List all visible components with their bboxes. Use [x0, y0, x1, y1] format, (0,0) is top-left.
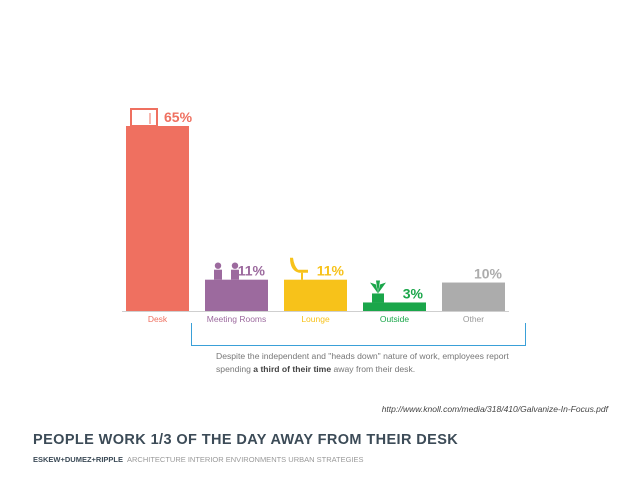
door-icon — [130, 108, 158, 127]
annotation-text-bold: a third of their time — [253, 363, 332, 374]
category-label: Lounge — [301, 314, 330, 324]
value-label: 3% — [403, 285, 424, 301]
category-label: Desk — [148, 314, 168, 324]
plant-icon — [370, 280, 386, 303]
bar-other — [442, 282, 505, 311]
annotation-text-before: Despite the independent and "heads down"… — [216, 351, 509, 374]
bar-meeting-rooms — [205, 279, 268, 311]
category-label: Outside — [380, 314, 410, 324]
bar-desk — [126, 126, 189, 311]
footer-brand: ESKEW+DUMEZ+RIPPLE — [33, 455, 124, 464]
category-label: Other — [463, 314, 484, 324]
value-label: 11% — [317, 263, 345, 279]
value-label: 10% — [474, 266, 503, 282]
annotation-text-after: away from their desk. — [331, 363, 416, 374]
footer: ESKEW+DUMEZ+RIPPLE ARCHITECTURE INTERIOR … — [33, 455, 364, 464]
source-link[interactable]: http://www.knoll.com/media/318/410/Galva… — [381, 404, 608, 414]
bar-chart: Desk 65% Meeting Rooms 11% Lounge 11% Outside 3… — [122, 108, 509, 324]
footer-tagline: ARCHITECTURE INTERIOR ENVIRONMENTS URBAN… — [127, 455, 364, 464]
bar-outside — [363, 302, 426, 311]
value-label: 65% — [164, 109, 193, 125]
lounge-chair-icon — [290, 257, 308, 280]
bar-lounge — [284, 279, 347, 311]
away-from-desk-bracket — [191, 323, 526, 346]
people-icon — [214, 262, 239, 280]
category-label: Meeting Rooms — [207, 314, 267, 324]
bracket-annotation: Despite the independent and "heads down"… — [216, 350, 536, 375]
page-title: PEOPLE WORK 1/3 OF THE DAY AWAY FROM THE… — [33, 432, 459, 448]
value-label: 11% — [238, 263, 266, 279]
